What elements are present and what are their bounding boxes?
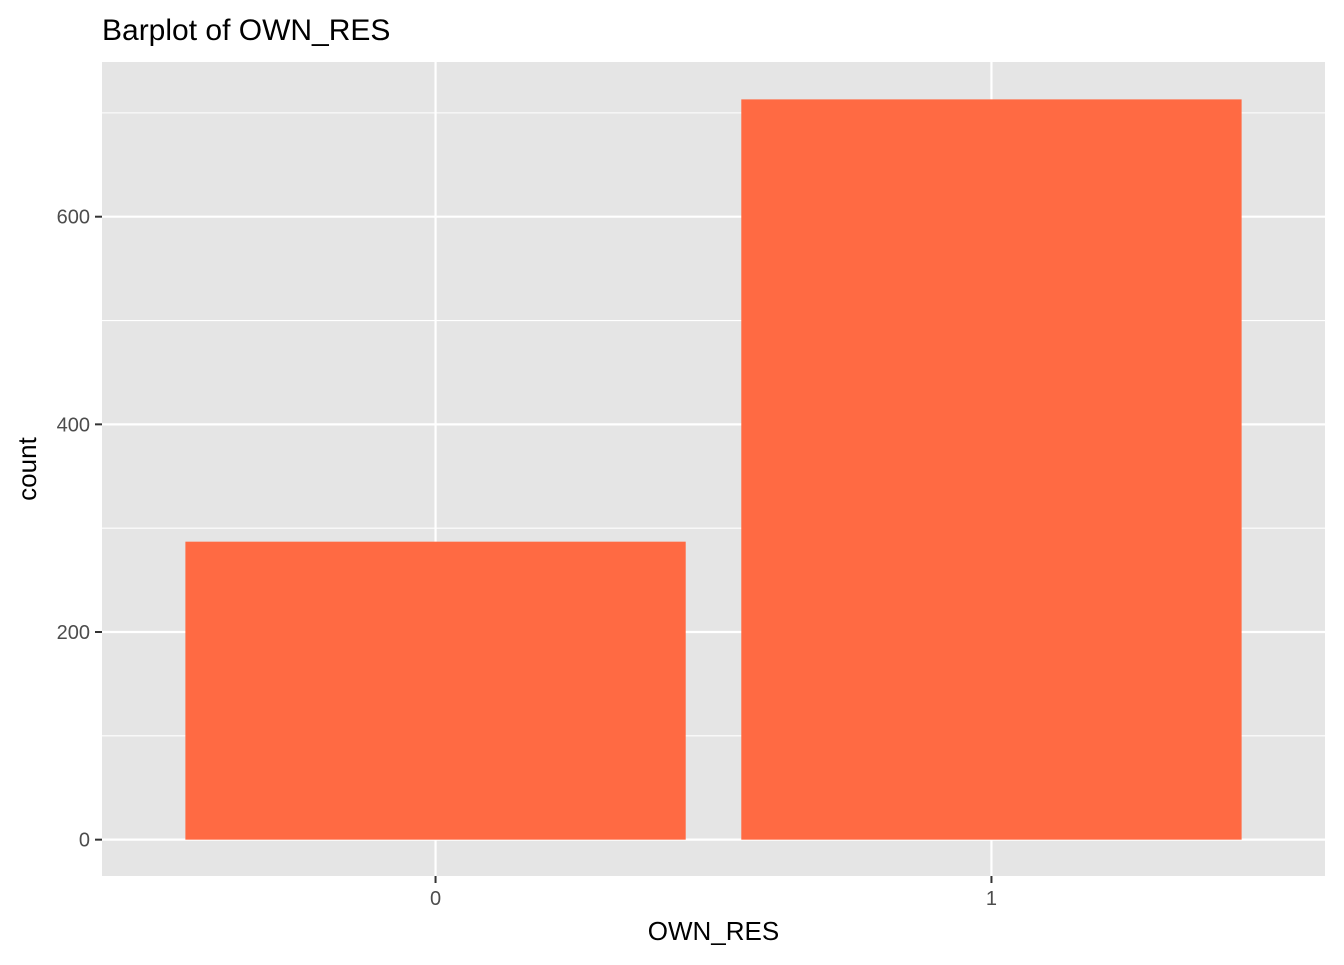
- bars: [185, 99, 1242, 840]
- y-axis: 0 200 400 600: [57, 207, 102, 852]
- y-tick-label: 0: [79, 830, 90, 852]
- y-tick-label: 200: [57, 622, 90, 644]
- y-axis-label: count: [12, 436, 42, 500]
- x-tick-label: 0: [430, 888, 441, 910]
- x-tick-label: 1: [986, 888, 997, 910]
- x-axis-label: OWN_RES: [648, 916, 779, 946]
- bar-0: [185, 541, 686, 840]
- y-tick-label: 600: [57, 207, 90, 229]
- chart-title: Barplot of OWN_RES: [102, 14, 390, 47]
- bar-1: [741, 99, 1242, 840]
- y-tick-label: 400: [57, 414, 90, 436]
